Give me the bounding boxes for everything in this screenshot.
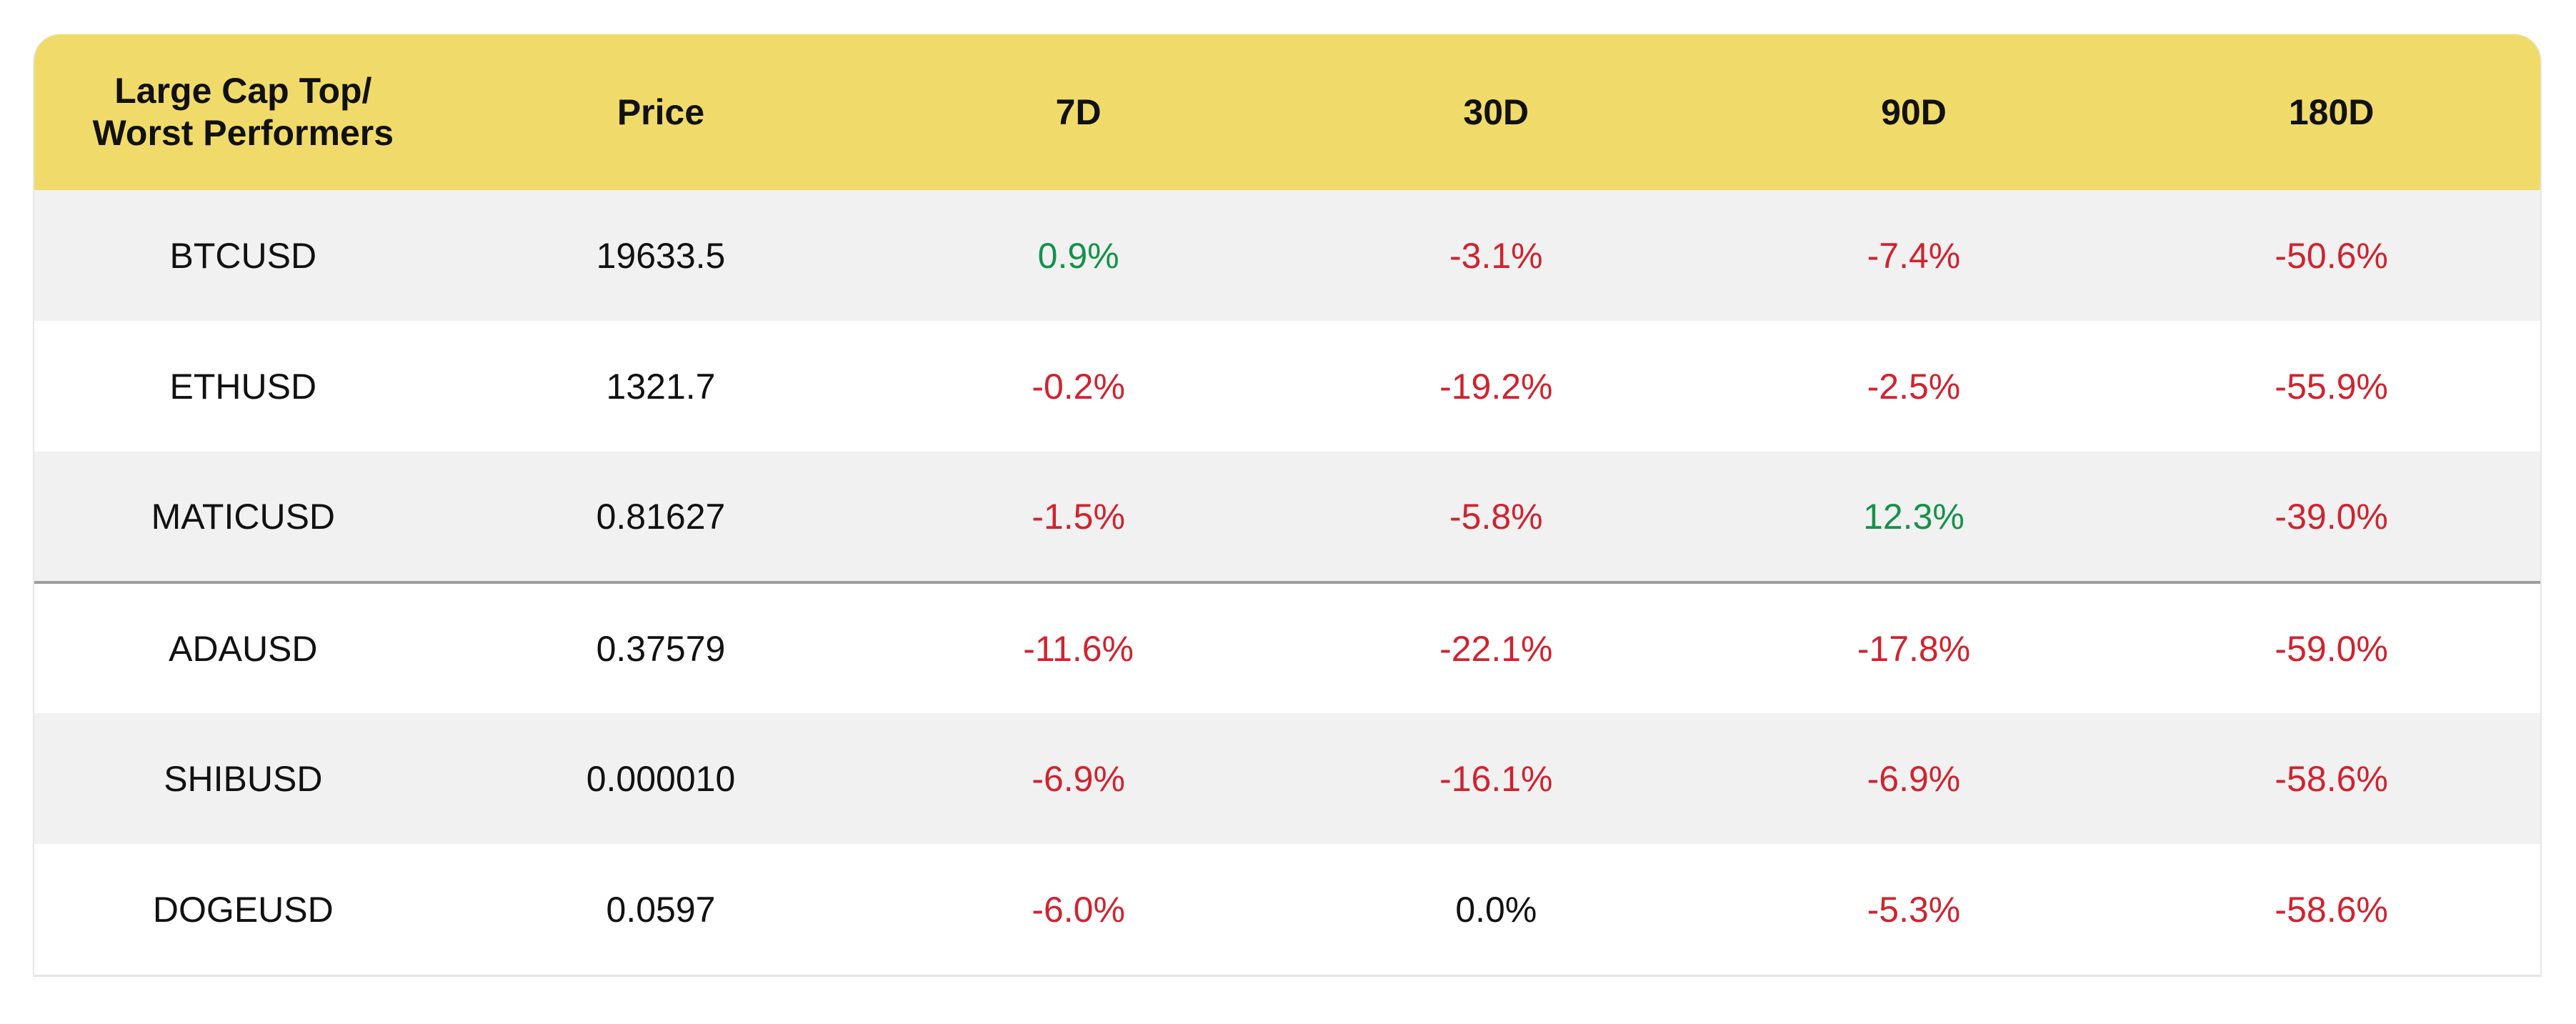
change-cell-180d: -55.9% — [2275, 366, 2388, 407]
change-cell-90d: -2.5% — [1867, 366, 1961, 407]
performance-table: Large Cap Top/ Worst Performers Price 7D… — [33, 34, 2542, 977]
change-cell-30d: -5.8% — [1287, 452, 1705, 584]
change-cell-90d: -5.3% — [1867, 889, 1961, 930]
header-90d: 90D — [1881, 91, 1947, 132]
change-cell-7d: -11.6% — [1023, 628, 1134, 669]
header-symbol-label: Large Cap Top/ Worst Performers — [92, 71, 394, 153]
header-symbol: Large Cap Top/ Worst Performers — [34, 34, 452, 190]
price-cell: 19633.5 — [596, 235, 726, 276]
change-cell-7d: -0.2% — [1032, 366, 1125, 407]
change-cell-30d: -19.2% — [1439, 366, 1553, 407]
change-cell-90d: -17.8% — [1857, 628, 1971, 669]
price-cell: 0.37579 — [596, 628, 726, 669]
price-cell: 1321.7 — [606, 366, 716, 407]
header-7d: 7D — [1055, 91, 1102, 132]
table-row: DOGEUSD 0.0597 -6.0% 0.0% -5.3% -58.6% — [34, 844, 2540, 975]
table-row: ETHUSD 1321.7 -0.2% -19.2% -2.5% -55.9% — [34, 321, 2540, 452]
symbol-cell: DOGEUSD — [152, 889, 334, 930]
performance-table-grid: Large Cap Top/ Worst Performers Price 7D… — [34, 34, 2540, 975]
change-cell-7d: -6.9% — [1032, 758, 1125, 799]
symbol-cell: ETHUSD — [169, 366, 317, 407]
price-cell: 0.81627 — [451, 452, 870, 584]
symbol-cell: BTCUSD — [169, 235, 317, 276]
change-cell-180d: -58.6% — [2275, 889, 2388, 930]
change-cell-30d: 0.0% — [1455, 889, 1537, 930]
change-cell-90d: 12.3% — [1704, 452, 2123, 584]
change-cell-30d: -16.1% — [1439, 758, 1553, 799]
change-cell-180d: -59.0% — [2275, 628, 2388, 669]
symbol-cell: MATICUSD — [34, 452, 452, 584]
change-cell-30d: -22.1% — [1439, 628, 1553, 669]
symbol-cell: ADAUSD — [169, 628, 318, 669]
table-row: MATICUSD 0.81627 -1.5% -5.8% 12.3% -39.0% — [34, 452, 2540, 584]
change-cell-180d: -39.0% — [2122, 452, 2540, 584]
price-cell: 0.000010 — [586, 758, 736, 799]
change-cell-7d: 0.9% — [1037, 235, 1119, 276]
change-cell-30d: -3.1% — [1449, 235, 1543, 276]
table-body: BTCUSD 19633.5 0.9% -3.1% -7.4% -50.6% ETHUSD 1… — [34, 190, 2540, 975]
change-cell-180d: -58.6% — [2275, 758, 2388, 799]
change-cell-90d: -6.9% — [1867, 758, 1961, 799]
change-cell-7d: -1.5% — [869, 452, 1287, 584]
table-header: Large Cap Top/ Worst Performers Price 7D… — [34, 34, 2540, 190]
symbol-cell: SHIBUSD — [164, 758, 323, 799]
header-row: Large Cap Top/ Worst Performers Price 7D… — [34, 34, 2540, 190]
change-cell-7d: -6.0% — [1032, 889, 1125, 930]
header-30d: 30D — [1463, 91, 1529, 132]
change-cell-180d: -50.6% — [2275, 235, 2388, 276]
table-row: SHIBUSD 0.000010 -6.9% -16.1% -6.9% -58.6% — [34, 713, 2540, 844]
table-row: BTCUSD 19633.5 0.9% -3.1% -7.4% -50.6% — [34, 190, 2540, 321]
price-cell: 0.0597 — [606, 889, 716, 930]
header-180d: 180D — [2288, 91, 2375, 132]
table-row: ADAUSD 0.37579 -11.6% -22.1% -17.8% -59.0% — [34, 582, 2540, 713]
change-cell-90d: -7.4% — [1867, 235, 1961, 276]
header-price: Price — [616, 91, 705, 132]
